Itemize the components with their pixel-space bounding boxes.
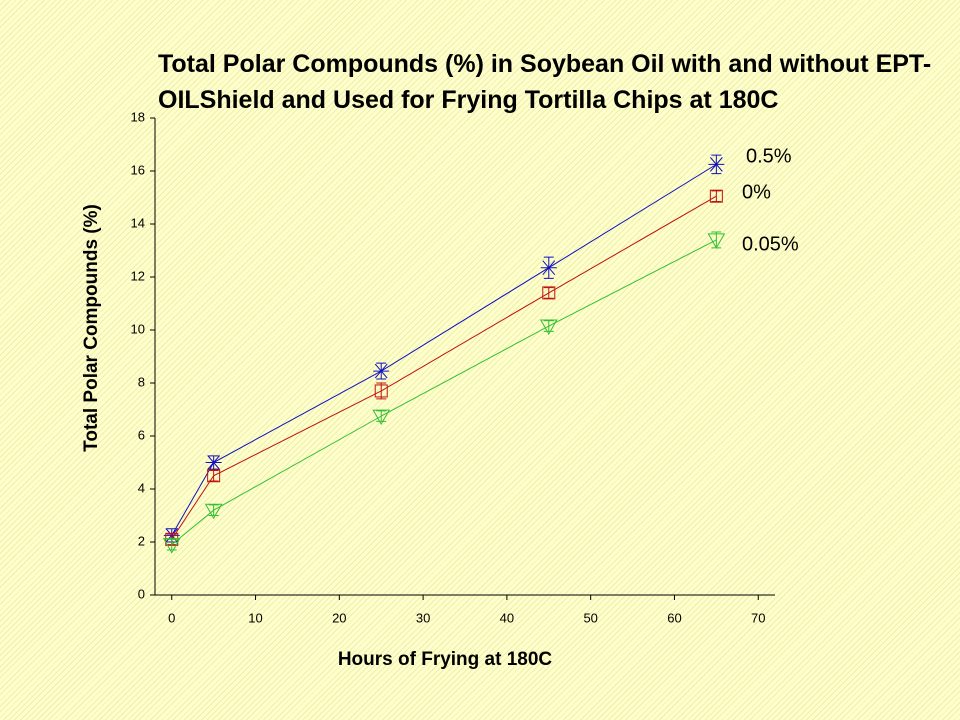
x-tick-label: 50 (583, 610, 597, 625)
marker (709, 189, 723, 203)
series-line (171, 163, 717, 536)
marker (373, 363, 390, 379)
series-label: 0.05% (742, 233, 799, 255)
x-tick-label: 30 (416, 610, 430, 625)
marker (162, 538, 181, 554)
y-tick-label: 0 (138, 586, 145, 601)
y-tick-label: 16 (131, 162, 145, 177)
y-tick-label: 8 (138, 374, 145, 389)
x-tick-label: 0 (168, 610, 175, 625)
marker (539, 319, 558, 336)
y-tick-label: 10 (131, 321, 145, 336)
y-tick-label: 18 (131, 109, 145, 124)
series-label: 0.5% (746, 145, 792, 167)
error-bar (376, 382, 387, 400)
marker (707, 233, 726, 249)
y-tick-label: 2 (138, 533, 145, 548)
marker (708, 157, 725, 172)
y-tick-label: 14 (131, 215, 145, 230)
error-bar (711, 190, 722, 202)
x-tick-label: 60 (667, 610, 681, 625)
x-tick-label: 20 (332, 610, 346, 625)
x-tick-label: 40 (500, 610, 514, 625)
y-tick-label: 12 (131, 268, 145, 283)
error-bar (208, 469, 219, 482)
marker (205, 455, 222, 470)
error-bar (543, 320, 554, 332)
series-label: 0% (742, 181, 771, 203)
error-bar (543, 287, 554, 299)
marker (374, 384, 388, 398)
chart-title: Total Polar Compounds (%) in Soybean Oil… (158, 50, 932, 114)
x-tick-label: 10 (248, 610, 262, 625)
marker (204, 503, 223, 520)
marker (372, 409, 391, 426)
x-tick-label: 70 (751, 610, 765, 625)
marker (542, 286, 556, 300)
y-axis-label: Total Polar Compounds (%) (81, 204, 102, 452)
marker (207, 469, 221, 483)
x-axis-label: Hours of Frying at 180C (338, 649, 553, 670)
error-bar (166, 538, 177, 551)
marker (540, 260, 557, 276)
y-tick-label: 6 (138, 427, 145, 442)
error-bar (208, 504, 219, 516)
error-bar (376, 410, 387, 422)
y-tick-label: 4 (138, 480, 145, 495)
series-line (171, 239, 717, 546)
